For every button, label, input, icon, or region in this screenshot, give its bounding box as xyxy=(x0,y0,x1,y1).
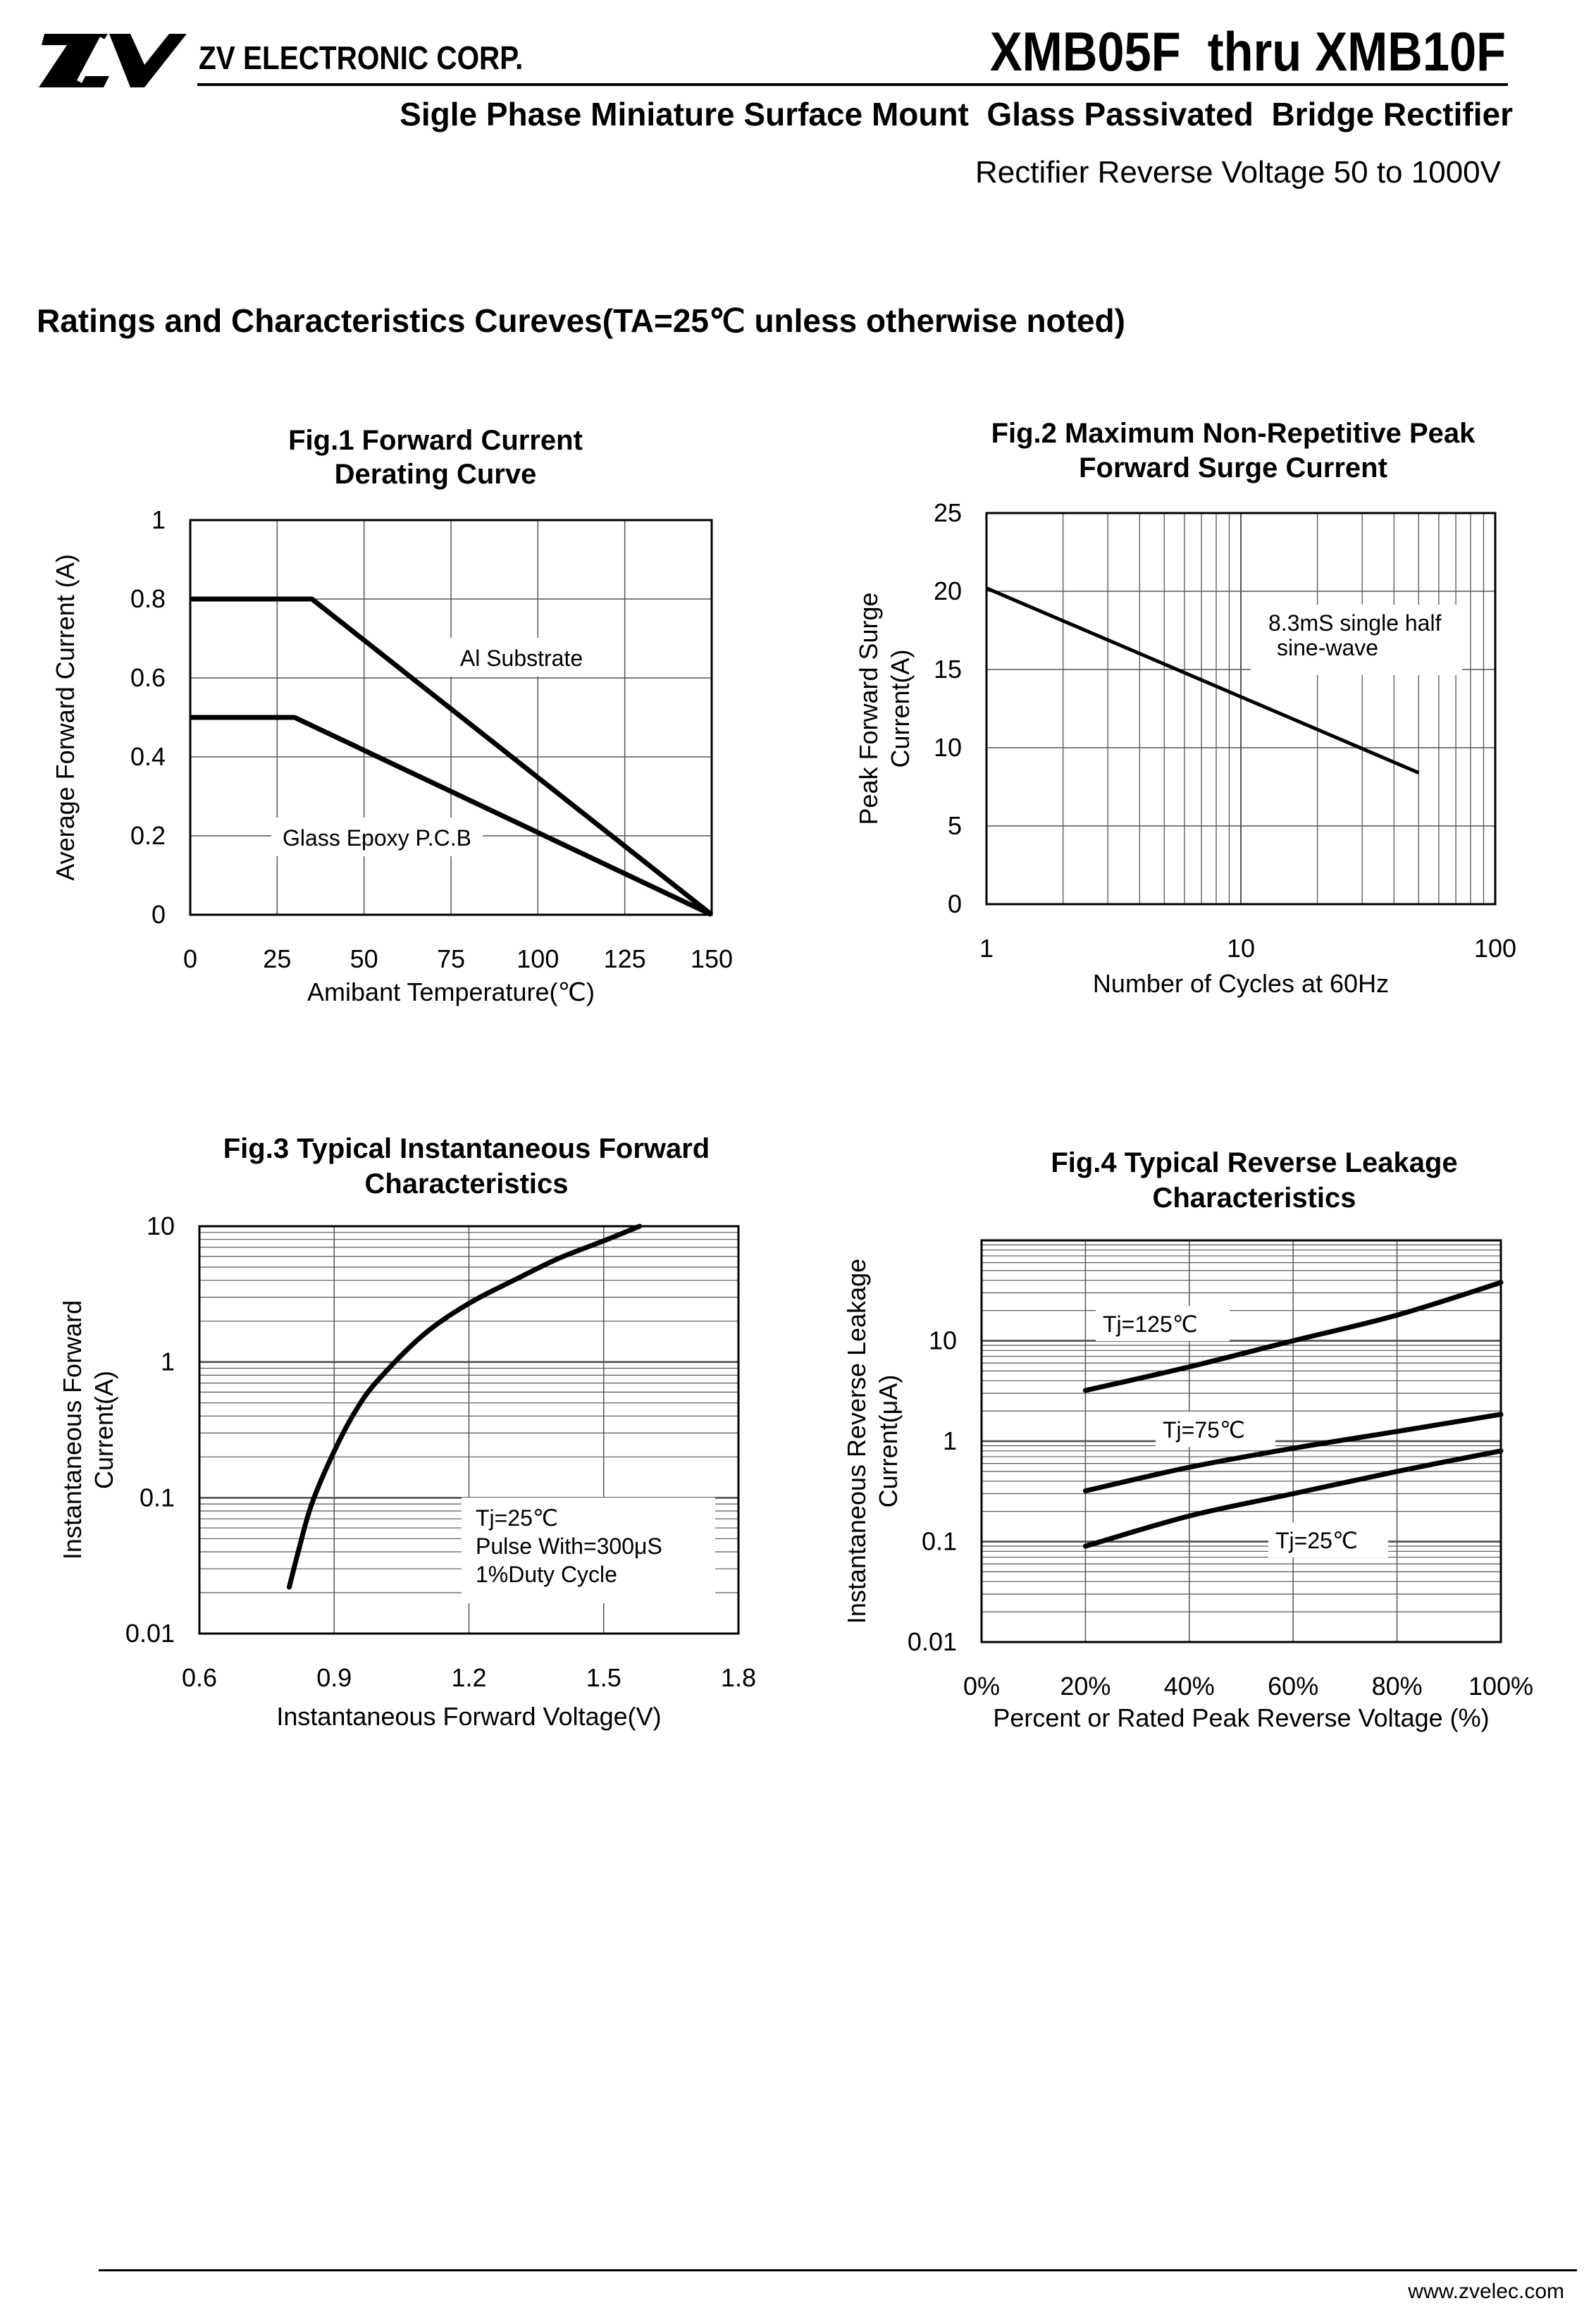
y-tick-label: 1 xyxy=(151,505,166,534)
fig1-series-label-glass: Glass Epoxy P.C.B xyxy=(283,825,471,851)
fig1-series-line-0 xyxy=(190,596,714,917)
x-tick-label: 125 xyxy=(604,944,646,973)
y-tick-label: 0.4 xyxy=(130,742,166,771)
fig1-label-bg-0 xyxy=(444,638,599,677)
fig1-label-bg-1 xyxy=(271,817,483,856)
chart-title-line2: Derating Curve xyxy=(335,459,537,490)
zv-logo xyxy=(39,34,187,87)
header-rule xyxy=(197,83,1508,86)
x-tick-label: 50 xyxy=(350,944,378,973)
x-tick-label: 100 xyxy=(516,944,559,973)
company-name: ZV ELECTRONIC CORP. xyxy=(199,39,524,76)
x-tick-label: 25 xyxy=(263,944,291,973)
fig1-series xyxy=(190,596,714,918)
fig1-series-line-1 xyxy=(190,715,713,918)
y-tick-label: 0 xyxy=(151,900,166,929)
product-subtitle: Sigle Phase Miniature Surface Mount Glas… xyxy=(400,96,1513,132)
fig1-labels: 0 25 50 75 100 125 150 0 0.2 0.4 0.6 0.8 1 Al Substra… xyxy=(51,425,733,1006)
section-heading: Ratings and Characteristics Cureves(TA=2… xyxy=(37,302,1125,339)
y-tick-label: 0.8 xyxy=(130,584,166,613)
chart-title-line1: Fig.1 Forward Current xyxy=(288,425,583,456)
x-tick-label: 75 xyxy=(437,944,465,973)
x-tick-label: 150 xyxy=(691,944,733,973)
fig1-series-label-al: Al Substrate xyxy=(460,646,583,671)
footer-rule xyxy=(99,2269,1577,2271)
y-tick-label: 0.6 xyxy=(130,663,166,692)
x-tick-label: 0 xyxy=(183,944,197,973)
part-number-range: XMB05F thru XMB10F xyxy=(989,20,1506,82)
y-tick-label: 0.2 xyxy=(130,821,166,850)
y-axis-label: Average Forward Current (A) xyxy=(51,554,80,881)
voltage-range: Rectifier Reverse Voltage 50 to 1000V xyxy=(975,155,1501,190)
x-axis-label: Amibant Temperature(℃) xyxy=(307,977,595,1006)
website-url: www.zvelec.com xyxy=(1408,2280,1564,2303)
